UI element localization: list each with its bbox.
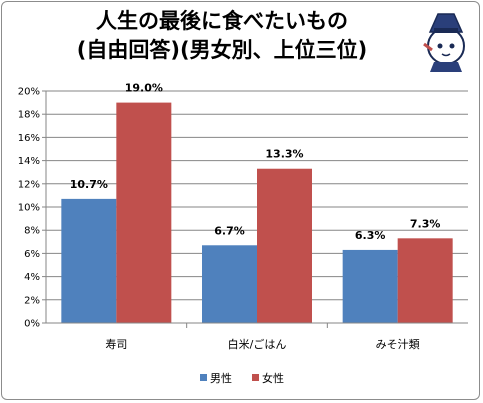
data-label: 6.3% <box>355 229 386 242</box>
axes <box>45 91 468 324</box>
bars <box>61 102 453 323</box>
y-tick-label: 18% <box>18 110 40 121</box>
legend-label: 女性 <box>262 371 284 385</box>
y-tick-label: 16% <box>18 133 40 144</box>
data-label: 6.7% <box>214 224 245 237</box>
y-tick-label: 0% <box>24 319 40 330</box>
y-tick-label: 8% <box>24 226 40 237</box>
y-axis-ticks: 0% 2% 4% 6% 8% 10% 12% 14% 16% 18% 20% <box>18 87 46 330</box>
x-category-label: 寿司 <box>105 337 127 351</box>
chart-title-line-1: 人生の最後に食べたいもの <box>96 9 348 33</box>
legend-swatch <box>252 374 259 381</box>
x-category-label: みそ汁類 <box>376 338 420 351</box>
data-label: 7.3% <box>410 217 441 230</box>
mascot-icon <box>423 13 465 72</box>
data-labels: 10.7% 19.0% 6.7% 13.3% 6.3% 7.3% <box>70 82 441 242</box>
x-axis-categories: 寿司 白米/ごはん みそ汁類 <box>105 323 420 351</box>
bar <box>397 238 453 323</box>
bar <box>257 168 312 323</box>
bar <box>116 102 172 323</box>
data-label: 19.0% <box>125 82 163 95</box>
y-tick-label: 20% <box>18 87 40 98</box>
bar <box>61 198 117 323</box>
y-tick-label: 2% <box>24 295 40 306</box>
bar <box>202 245 257 323</box>
y-tick-label: 4% <box>24 272 40 283</box>
legend-label: 男性 <box>210 371 232 385</box>
y-tick-label: 12% <box>18 179 40 190</box>
y-tick-label: 6% <box>24 249 40 260</box>
y-tick-label: 10% <box>18 203 40 214</box>
data-label: 10.7% <box>70 178 108 191</box>
x-category-label: 白米/ごはん <box>228 337 287 351</box>
legend: 男性 女性 <box>200 371 284 385</box>
chart-title-line-2: (自由回答)(男女別、上位三位) <box>77 38 367 62</box>
legend-swatch <box>200 374 207 381</box>
y-tick-label: 14% <box>18 156 40 167</box>
data-label: 13.3% <box>265 148 303 161</box>
bar <box>342 249 398 323</box>
